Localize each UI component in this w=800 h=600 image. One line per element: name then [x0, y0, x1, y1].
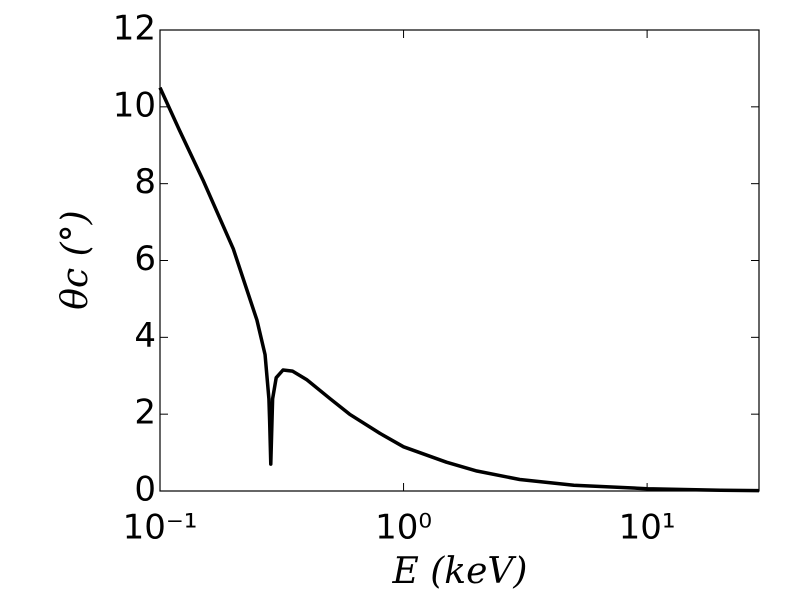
y-tick-label: 6 — [134, 239, 156, 279]
x-axis-label: E (keV) — [392, 551, 528, 592]
y-tick-label: 10 — [113, 85, 156, 125]
data-line — [158, 86, 760, 493]
y-axis-label: θc (°) — [55, 210, 96, 309]
y-tick-label: 8 — [134, 162, 156, 202]
y-tick-label: 12 — [113, 9, 156, 49]
y-tick-label: 2 — [134, 393, 156, 433]
plot-frame — [159, 29, 760, 492]
y-tick-label: 4 — [134, 316, 156, 356]
y-tick-label: 0 — [134, 470, 156, 510]
x-tick-label: 10¹ — [619, 508, 676, 548]
x-tick-label: 10⁻¹ — [123, 508, 198, 548]
x-tick-label: 10⁰ — [375, 508, 432, 548]
